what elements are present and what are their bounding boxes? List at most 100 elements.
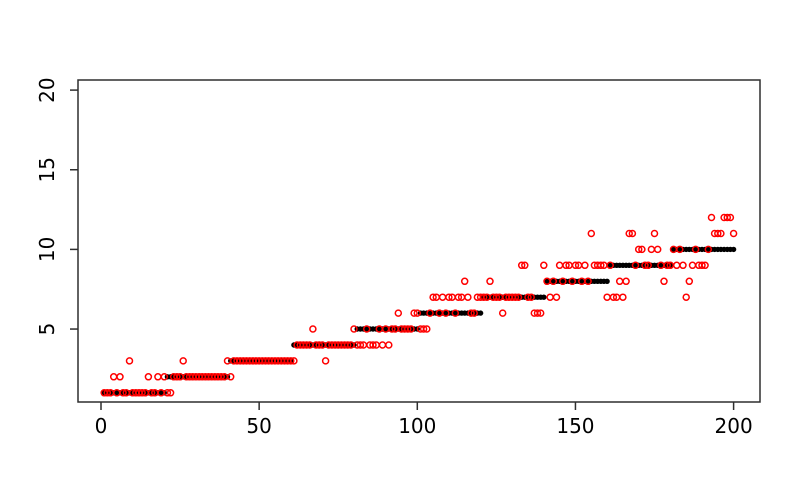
data-point-red <box>707 213 716 222</box>
data-point-black <box>604 278 610 284</box>
data-point-red <box>625 229 633 238</box>
y-axis-tick-label: 15 <box>35 157 59 182</box>
data-point-red <box>559 277 567 286</box>
data-point-red <box>584 277 592 286</box>
data-point-red <box>179 357 187 365</box>
data-point-red <box>521 261 529 270</box>
data-point-black <box>730 246 737 253</box>
data-point-red <box>138 389 146 397</box>
data-point-red <box>350 325 358 333</box>
data-point-red <box>460 277 469 286</box>
data-point-red <box>717 229 725 238</box>
data-point-red <box>147 389 156 397</box>
data-point-red <box>714 229 722 238</box>
data-point-red <box>676 245 684 254</box>
data-point-red <box>116 373 124 381</box>
data-point-red <box>682 293 690 301</box>
data-point-red <box>726 213 735 222</box>
data-point-red <box>606 261 614 270</box>
x-axis-tick-label: 200 <box>715 414 753 438</box>
data-point-red <box>641 261 649 270</box>
data-point-red <box>552 293 561 301</box>
data-point-red <box>163 389 172 397</box>
data-point-red <box>309 325 317 333</box>
data-point-red <box>701 261 709 270</box>
data-point-red <box>467 309 475 317</box>
data-point-red <box>486 277 494 286</box>
data-point-red <box>445 293 453 301</box>
data-point-red <box>217 373 225 381</box>
data-point-red <box>644 261 652 270</box>
data-point-red <box>622 277 630 286</box>
data-point-red <box>628 229 637 238</box>
data-point-red <box>549 277 558 286</box>
data-point-red <box>638 245 646 254</box>
data-point-red <box>729 229 738 238</box>
data-point-red <box>290 357 298 365</box>
data-point-red <box>404 325 412 333</box>
data-point-red <box>423 325 431 333</box>
data-point-red <box>660 277 668 286</box>
data-point-red <box>540 261 548 270</box>
data-point-red <box>388 325 396 333</box>
data-point-red <box>470 309 478 317</box>
data-point-red <box>533 309 542 317</box>
data-point-red <box>166 389 175 397</box>
data-point-red <box>527 293 535 301</box>
data-point-red <box>369 341 377 349</box>
y-axis-tick-label: 10 <box>35 237 59 262</box>
y-axis-tick-label: 20 <box>35 77 59 102</box>
data-point-red <box>479 293 488 301</box>
data-point-red <box>609 293 618 301</box>
data-point-red <box>442 309 450 317</box>
x-axis-tick-label: 150 <box>556 414 594 438</box>
data-point-red <box>362 325 371 333</box>
data-point-black <box>541 294 547 300</box>
data-point-red <box>103 389 112 397</box>
data-point-red <box>536 309 545 317</box>
data-point-red <box>119 389 127 397</box>
data-point-red <box>410 309 418 317</box>
x-axis-tick-label: 0 <box>95 414 108 438</box>
data-point-red <box>663 261 671 270</box>
data-point-red <box>429 293 437 301</box>
data-point-red <box>562 261 570 270</box>
data-point-red <box>498 309 507 317</box>
data-point-red <box>511 293 520 301</box>
data-point-red <box>653 245 662 254</box>
data-point-red <box>426 309 434 317</box>
data-point-red <box>385 341 393 349</box>
data-point-red <box>723 213 732 222</box>
data-point-red <box>125 357 134 365</box>
x-axis-tick-label: 100 <box>398 414 436 438</box>
data-point-red <box>587 229 596 238</box>
data-point-red <box>704 245 713 254</box>
data-point-red <box>698 261 706 270</box>
data-point-red <box>568 277 577 286</box>
x-axis-tick-label: 50 <box>246 414 271 438</box>
data-point-red <box>650 229 659 238</box>
data-point-red <box>685 277 694 286</box>
data-point-red <box>413 309 422 317</box>
data-point-red <box>514 293 523 301</box>
data-point-red <box>356 341 365 349</box>
data-point-red <box>407 325 415 333</box>
data-point-red <box>302 341 311 349</box>
data-point-red <box>321 357 330 365</box>
data-point-red <box>631 261 640 270</box>
data-point-red <box>315 341 323 349</box>
data-point-red <box>634 245 643 254</box>
data-point-red <box>173 373 181 381</box>
data-point-red <box>597 261 605 270</box>
data-point-red <box>160 373 169 381</box>
data-point-red <box>343 341 352 349</box>
data-point-red <box>571 261 580 270</box>
data-point-red <box>679 261 687 270</box>
data-point-red <box>451 309 460 317</box>
data-point-red <box>394 309 403 317</box>
data-point-red <box>581 261 589 270</box>
data-point-black <box>477 310 484 316</box>
